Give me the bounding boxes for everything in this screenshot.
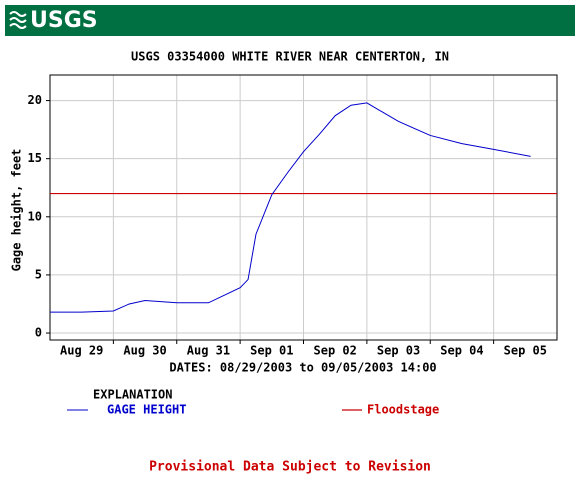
logo-waves xyxy=(9,11,27,29)
chart-title: USGS 03354000 WHITE RIVER NEAR CENTERTON… xyxy=(131,50,449,64)
legend-title: EXPLANATION xyxy=(93,388,172,402)
x-tick-label: Aug 30 xyxy=(123,344,166,358)
x-tick-label: Aug 31 xyxy=(187,344,230,358)
x-tick-label: Aug 29 xyxy=(60,344,103,358)
y-tick-label: 10 xyxy=(28,209,42,223)
y-tick-label: 20 xyxy=(28,93,42,107)
x-tick-label: Sep 05 xyxy=(504,344,547,358)
banner xyxy=(5,5,575,36)
y-axis-label: Gage height, feet xyxy=(10,149,24,272)
footnote: Provisional Data Subject to Revision xyxy=(149,460,431,475)
x-tick-label: Sep 04 xyxy=(440,344,483,358)
legend-label: GAGE HEIGHT xyxy=(107,403,186,417)
x-tick-label: Sep 01 xyxy=(250,344,293,358)
logo: USGS xyxy=(30,8,98,33)
y-tick-label: 5 xyxy=(35,267,42,281)
x-axis-label: DATES: 08/29/2003 to 09/05/2003 14:00 xyxy=(169,361,436,375)
x-tick-label: Sep 02 xyxy=(314,344,357,358)
legend-label: Floodstage xyxy=(367,403,439,417)
x-tick-label: Sep 03 xyxy=(377,344,420,358)
data-line xyxy=(50,102,531,313)
y-tick-label: 0 xyxy=(35,326,42,340)
y-tick-label: 15 xyxy=(28,151,42,165)
